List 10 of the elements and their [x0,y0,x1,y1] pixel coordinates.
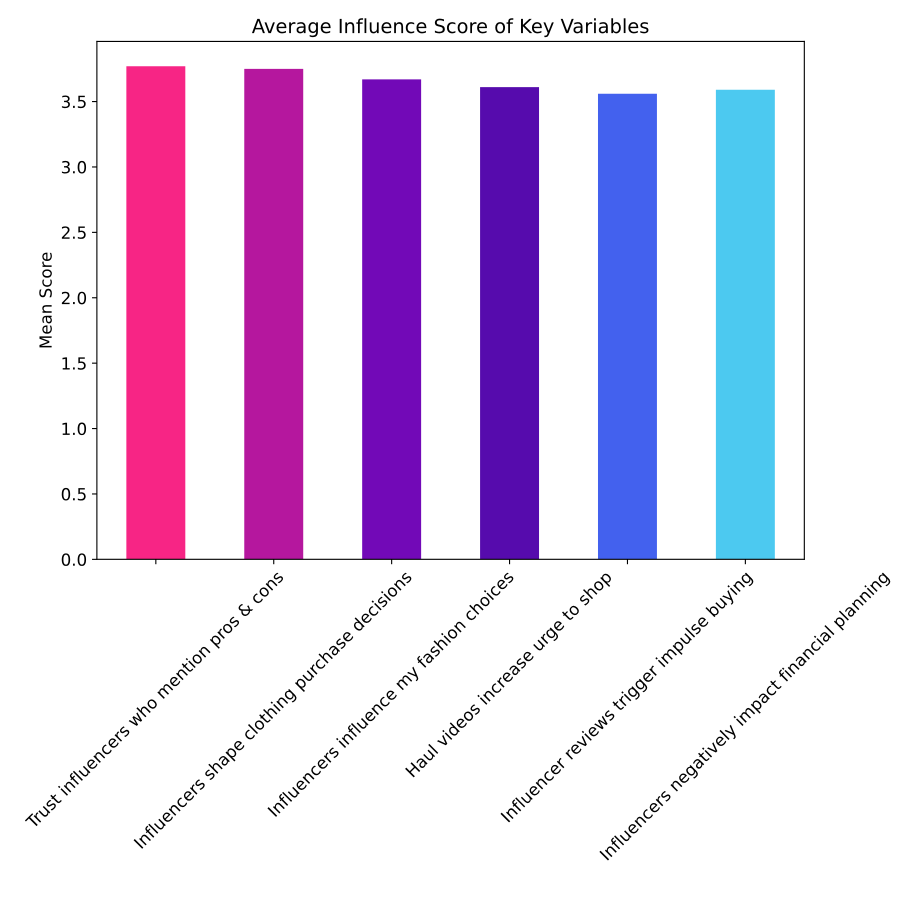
y-tick-label: 3.0 [62,160,86,174]
y-tick-label: 2.5 [62,226,86,239]
y-tick-label: 3.5 [62,96,86,108]
y-tick-label: 0.0 [62,553,86,566]
y-tick-label: 2.0 [62,292,86,304]
y-tick-label: 1.5 [62,357,86,370]
y-tick-label: 0.5 [62,488,86,501]
y-axis-title: Mean Score [39,252,52,348]
y-tick-label: 1.0 [62,422,86,436]
chart-title: Average Influence Score of Key Variables [252,18,648,38]
